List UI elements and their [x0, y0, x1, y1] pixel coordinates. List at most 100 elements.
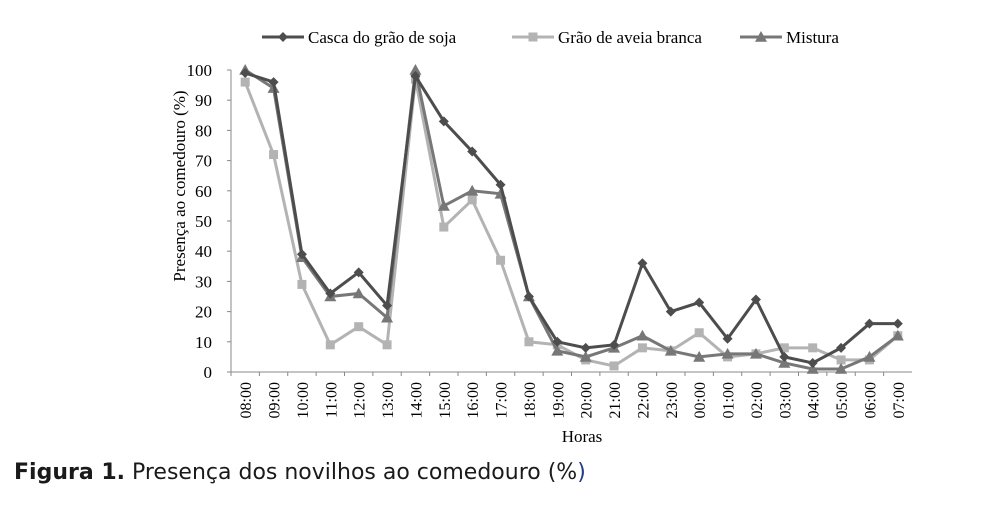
series-point — [381, 311, 394, 323]
y-tick-label: 10 — [195, 333, 212, 352]
series-point — [609, 361, 619, 371]
x-tick-label: 21:00 — [607, 382, 624, 418]
series-point — [438, 116, 449, 127]
series-point — [665, 306, 676, 317]
x-tick-label: 06:00 — [862, 382, 879, 418]
series-point — [636, 329, 649, 341]
legend-label: Grão de aveia branca — [558, 28, 702, 47]
series-point — [439, 222, 449, 232]
figure-caption-closing: ) — [577, 460, 586, 485]
series-point — [609, 339, 620, 350]
series-point — [836, 355, 846, 365]
x-tick-label: 09:00 — [267, 382, 284, 418]
legend-swatch-marker — [278, 32, 288, 42]
y-tick-label: 70 — [195, 152, 212, 171]
x-tick-label: 04:00 — [806, 382, 823, 418]
series-point — [807, 357, 818, 368]
series-point — [268, 77, 279, 88]
legend-label: Casca do grão de soja — [308, 28, 457, 47]
series-point — [721, 347, 734, 359]
series-point — [382, 300, 393, 311]
series-point — [354, 322, 364, 332]
series-point — [864, 318, 875, 329]
series-point — [806, 362, 819, 374]
series-point — [722, 333, 733, 344]
series-point — [778, 356, 791, 368]
series-point — [325, 340, 335, 350]
x-tick-label: 14:00 — [408, 382, 425, 418]
series-point — [580, 342, 591, 353]
x-tick-label: 08:00 — [238, 382, 255, 418]
legend-item-2: Grão de aveia branca — [512, 28, 702, 47]
y-tick-label: 60 — [195, 182, 212, 201]
series-point — [297, 279, 307, 289]
series-point — [637, 258, 648, 269]
series-point — [779, 351, 790, 362]
figure-caption-text: Presença dos novilhos ao comedouro (% — [125, 460, 578, 485]
series-point — [835, 362, 848, 374]
series-point — [551, 344, 564, 356]
series-3 — [239, 64, 904, 374]
x-tick-label: 02:00 — [749, 382, 766, 418]
line-chart: 0 10 20 30 40 50 60 70 80 90 100 08:00 09:00 10:00 11… — [170, 28, 912, 446]
series-line — [244, 71, 898, 365]
legend-swatch-marker — [755, 31, 767, 42]
x-tick-label: 16:00 — [465, 382, 482, 418]
x-axis-title: Horas — [562, 427, 603, 446]
series-point — [495, 179, 506, 190]
figure-label: Figura 1. — [14, 460, 125, 485]
y-tick-label: 90 — [195, 91, 212, 110]
x-tick-label: 10:00 — [295, 382, 312, 418]
y-tick-label: 100 — [187, 61, 213, 80]
x-tick-label: 12:00 — [352, 382, 369, 418]
series-point — [524, 337, 534, 347]
legend-item-1: Casca do grão de soja — [262, 28, 457, 47]
series-point — [863, 350, 876, 362]
y-tick-label: 20 — [195, 303, 212, 322]
x-tick-label: 17:00 — [494, 382, 511, 418]
x-tick-label: 01:00 — [721, 382, 738, 418]
series-point — [382, 340, 392, 350]
series-2 — [240, 74, 903, 371]
x-tick-label: 23:00 — [664, 382, 681, 418]
series-point — [579, 350, 592, 362]
x-tick-label: 15:00 — [437, 382, 454, 418]
legend-swatch-marker — [528, 32, 538, 42]
series-point — [410, 71, 421, 82]
series-point — [836, 342, 847, 353]
x-tick-label: 00:00 — [692, 382, 709, 418]
legend-item-3: Mistura — [740, 28, 839, 47]
y-tick-label: 50 — [195, 212, 212, 231]
series-point — [352, 287, 365, 299]
series-point — [269, 150, 279, 160]
series-point — [637, 343, 647, 353]
legend-label: Mistura — [786, 28, 839, 47]
y-tick-label: 30 — [195, 272, 212, 291]
x-tick-label: 22:00 — [635, 382, 652, 418]
series-point — [467, 146, 478, 157]
series-point — [353, 267, 364, 278]
series-point — [240, 68, 251, 79]
series-point — [693, 350, 706, 362]
series-point — [779, 343, 789, 353]
series-point — [552, 336, 563, 347]
series-line — [243, 78, 899, 368]
x-tick-label: 19:00 — [550, 382, 567, 418]
series-point — [466, 184, 479, 196]
series-point — [409, 64, 422, 75]
x-tick-label: 05:00 — [834, 382, 851, 418]
x-tick-label: 18:00 — [522, 382, 539, 418]
y-tick-label: 0 — [204, 363, 213, 382]
series-point — [694, 297, 705, 308]
series-point — [750, 294, 761, 305]
x-tick-label: 07:00 — [891, 382, 908, 418]
series-1 — [240, 68, 903, 368]
series-point — [496, 255, 506, 265]
x-tick-label: 20:00 — [579, 382, 596, 418]
x-tick-label: 03:00 — [777, 382, 794, 418]
y-tick-label: 80 — [195, 121, 212, 140]
series-point — [240, 77, 250, 87]
series-point — [325, 288, 336, 299]
x-tick-label: 13:00 — [380, 382, 397, 418]
figure-caption: Figura 1. Presença dos novilhos ao comed… — [14, 460, 586, 485]
